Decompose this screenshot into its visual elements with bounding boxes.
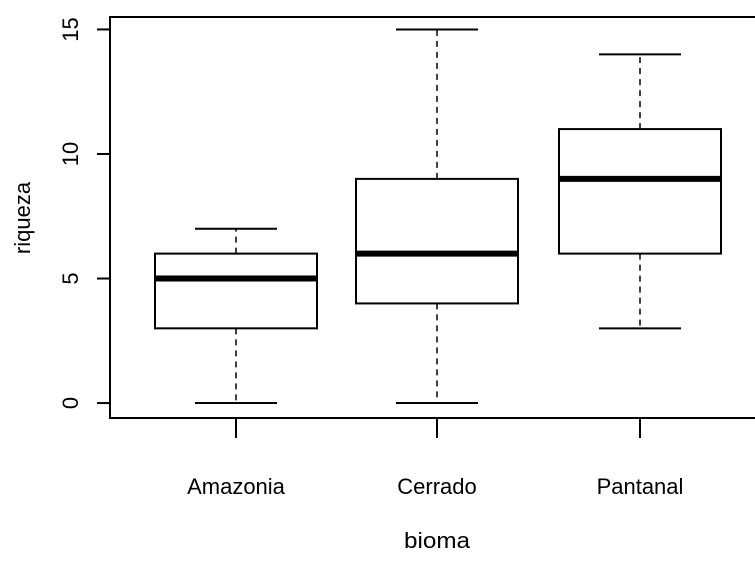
x-tick-label-amazonia: Amazonia xyxy=(187,474,286,499)
box-amazonia xyxy=(154,227,318,405)
box-cerrado xyxy=(355,28,519,405)
iqr-box xyxy=(355,177,519,305)
iqr-box xyxy=(154,252,318,330)
x-tick-label-cerrado: Cerrado xyxy=(397,474,476,499)
x-axis: Amazonia Cerrado Pantanal xyxy=(187,418,683,499)
iqr-box xyxy=(558,128,722,255)
y-tick-label-15: 15 xyxy=(58,17,83,41)
x-axis-label: bioma xyxy=(404,528,471,553)
box-pantanal xyxy=(558,53,722,330)
y-tick-label-10: 10 xyxy=(58,142,83,166)
y-tick-label-5: 5 xyxy=(58,272,83,284)
y-axis-label: riqueza xyxy=(10,181,35,254)
y-axis: 0 5 10 15 xyxy=(58,17,110,409)
y-tick-label-0: 0 xyxy=(58,397,83,409)
boxes xyxy=(154,28,722,405)
x-tick-label-pantanal: Pantanal xyxy=(597,474,684,499)
